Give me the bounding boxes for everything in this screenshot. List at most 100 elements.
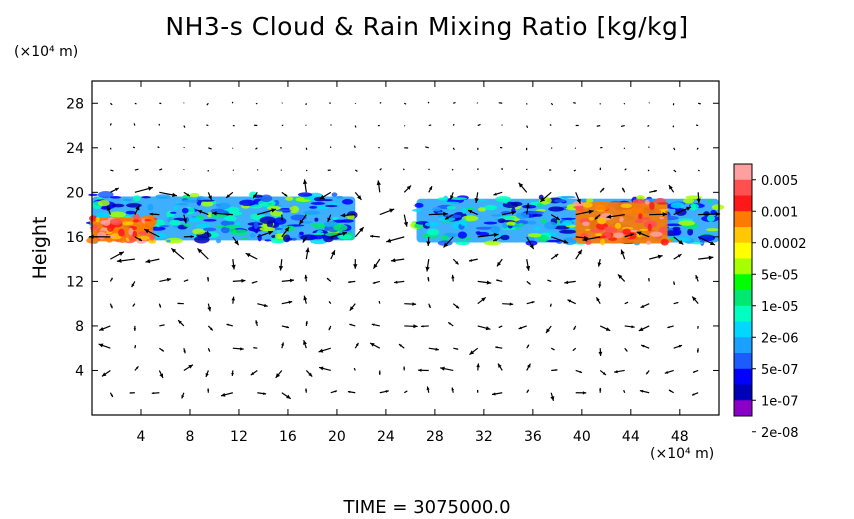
cloud-blob	[341, 198, 354, 205]
cloud-blob	[126, 221, 134, 226]
wind-arrow	[502, 302, 514, 306]
cloud-blob	[595, 205, 610, 211]
cloud-blob	[299, 231, 304, 236]
cloud-blob	[670, 202, 685, 209]
wind-arrow	[371, 323, 380, 327]
wind-arrow	[257, 208, 277, 216]
cloud-blob	[641, 212, 650, 216]
cloud-blob	[144, 219, 152, 222]
wind-arrow	[205, 370, 209, 378]
colorbar-swatch	[734, 305, 752, 322]
cloud-blob	[229, 211, 243, 216]
cloud-blob	[169, 219, 182, 226]
cloud-blob	[516, 212, 530, 220]
wind-arrow	[673, 281, 676, 286]
wind-arrow	[526, 125, 529, 129]
wind-arrow	[697, 325, 699, 329]
wind-arrow	[403, 185, 412, 193]
cloud-blob	[138, 231, 149, 236]
wind-arrow	[477, 232, 499, 238]
wind-arrow	[648, 277, 650, 282]
wind-arrow	[257, 303, 268, 308]
wind-arrow	[624, 301, 629, 305]
cloud-region	[86, 213, 158, 244]
cloud-blob	[138, 223, 146, 231]
wind-arrow	[495, 346, 503, 349]
colorbar-label: 0.005	[761, 174, 798, 189]
colorbar-swatch	[734, 227, 752, 244]
wind-arrow	[207, 192, 213, 201]
cloud-blob	[711, 204, 725, 211]
wind-arrow	[469, 347, 479, 356]
wind-arrow	[98, 325, 111, 331]
wind-arrow	[206, 231, 210, 237]
cloud-blob	[125, 235, 132, 239]
wind-arrow	[692, 369, 699, 373]
wind-arrow	[477, 296, 487, 305]
wind-arrow	[696, 192, 701, 204]
wind-arrow	[525, 203, 530, 215]
cloud-blob	[189, 192, 200, 198]
x-axis: 4 8 12 16 20 24 28 32 36 40 44 48	[137, 81, 689, 445]
wind-arrow	[673, 147, 676, 151]
cloud-blob	[619, 216, 624, 222]
wind-arrow	[386, 236, 405, 243]
wind-arrow	[451, 168, 454, 171]
wind-arrow	[575, 369, 583, 374]
cloud-blob	[573, 205, 584, 209]
cloud-blob	[97, 191, 114, 199]
cloud-blob	[632, 206, 638, 211]
wind-arrow	[418, 368, 429, 372]
cloud-blob	[267, 205, 282, 210]
wind-arrow	[539, 191, 552, 203]
cloud-blob	[537, 234, 549, 243]
cloud-blob	[303, 210, 321, 215]
wind-arrow	[526, 280, 531, 285]
wind-arrow	[281, 325, 290, 329]
cloud-blob	[540, 218, 547, 224]
wind-arrow	[177, 302, 184, 305]
colorbar-swatch	[734, 353, 752, 370]
wind-arrow	[493, 191, 503, 196]
wind-arrow	[696, 147, 699, 150]
cloud-blob	[690, 242, 704, 245]
wind-arrow	[574, 147, 577, 149]
cloud-blob	[475, 226, 493, 230]
wind-arrow	[613, 369, 625, 374]
cloud-blob	[687, 228, 694, 236]
wind-arrow	[376, 180, 381, 193]
cloud-blob	[314, 217, 319, 222]
wind-arrow	[303, 295, 308, 304]
wind-arrow	[110, 169, 114, 172]
cloud-blob	[614, 222, 622, 229]
wind-arrow	[134, 102, 137, 105]
colorbar-swatch	[734, 211, 752, 228]
cloud-blob	[181, 207, 189, 214]
cloud-blob	[97, 200, 110, 207]
wind-arrow	[597, 259, 602, 267]
time-label: TIME = 3075000.0	[343, 497, 511, 518]
colorbar-frame	[733, 163, 753, 417]
wind-arrow	[354, 342, 359, 349]
cloud-blob	[678, 220, 696, 226]
cloud-blob	[125, 210, 136, 215]
wind-arrow	[305, 320, 308, 327]
wind-arrow	[206, 124, 209, 127]
cloud-blob	[483, 221, 498, 225]
cloud-blob	[196, 196, 205, 201]
colorbar: 0.005 0.001 0.0002 5e-05 1e-05 2e-06 5e-07 1e-0…	[733, 163, 807, 441]
cloud-blob	[605, 228, 618, 233]
cloud-blob	[291, 237, 297, 241]
wind-arrow	[598, 348, 603, 356]
y-tick-label: 28	[66, 96, 84, 112]
cloud-blob	[600, 238, 605, 246]
cloud-blob	[657, 202, 669, 205]
cloud-blob	[149, 232, 156, 241]
wind-arrow	[206, 102, 209, 106]
wind-arrow	[132, 303, 136, 307]
wind-arrow	[596, 124, 601, 127]
wind-arrow	[255, 102, 258, 105]
cloud-blob	[108, 211, 126, 218]
wind-arrow	[526, 236, 535, 250]
wind-arrow	[403, 366, 406, 371]
